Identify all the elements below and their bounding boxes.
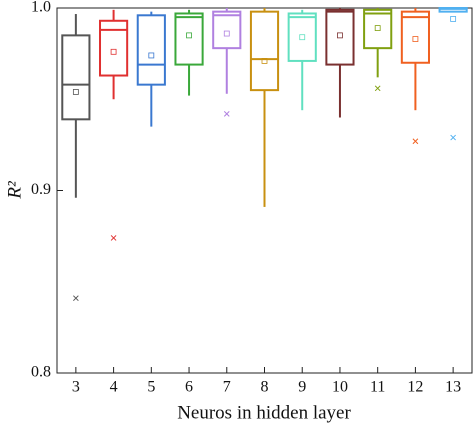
mean-marker	[148, 52, 155, 59]
outlier	[223, 110, 230, 117]
outlier	[110, 235, 117, 241]
y-axis-label: R²	[4, 181, 25, 200]
mean-marker	[261, 58, 268, 64]
mean-marker	[186, 32, 192, 39]
outlier	[450, 134, 456, 141]
mean-marker	[110, 48, 117, 55]
outlier	[412, 138, 419, 145]
x-tick-label: 4	[110, 379, 118, 396]
mean-marker	[337, 32, 343, 39]
x-tick-label: 10	[332, 379, 348, 396]
x-axis-label: Neuros in hidden layer	[177, 402, 351, 423]
box	[325, 8, 355, 66]
mean-marker	[374, 25, 381, 31]
box	[136, 14, 166, 86]
mean-marker	[299, 34, 306, 41]
box	[174, 12, 204, 66]
box	[363, 8, 393, 50]
mean-marker	[72, 89, 79, 95]
x-tick-label: 13	[445, 379, 461, 396]
x-tick-label: 7	[223, 379, 231, 396]
x-tick-label: 5	[147, 379, 155, 396]
y-tick-label: 1.0	[31, 0, 51, 16]
box	[212, 10, 242, 50]
box	[249, 10, 280, 92]
outlier	[374, 85, 381, 92]
outlier	[73, 295, 79, 302]
mean-marker	[223, 30, 230, 37]
x-tick-label: 3	[72, 379, 80, 396]
y-tick-label: 0.9	[31, 181, 51, 198]
x-tick-label: 8	[261, 379, 269, 396]
y-tick-label: 0.8	[31, 364, 51, 381]
box	[400, 10, 430, 64]
mean-marker	[450, 16, 457, 22]
box	[287, 12, 317, 62]
x-tick-label: 6	[185, 379, 193, 396]
x-tick-label: 11	[370, 379, 385, 396]
x-tick-label: 9	[298, 379, 306, 396]
box	[61, 34, 91, 121]
mean-marker	[412, 36, 419, 42]
x-tick-label: 12	[407, 379, 423, 396]
box	[99, 19, 129, 77]
